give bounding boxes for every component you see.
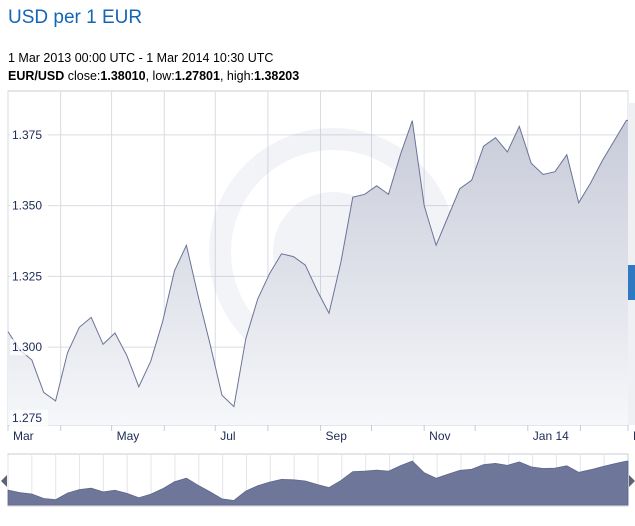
x-tick-label: M (633, 429, 635, 443)
y-tick-label-bg (10, 339, 48, 356)
y-tick-label: 1.350 (12, 199, 42, 213)
y-tick-label: 1.325 (12, 269, 42, 283)
y-tick-label: 1.375 (12, 128, 42, 142)
high-value: 1.38203 (254, 69, 300, 83)
low-value: 1.27801 (174, 69, 220, 83)
close-label: close: (64, 69, 101, 83)
y-tick-label-bg (10, 268, 48, 285)
x-tick-label: Jul (220, 429, 235, 443)
navigator-left-handle[interactable] (1, 475, 7, 487)
y-tick-label: 1.275 (12, 411, 42, 425)
date-range: 1 Mar 2013 00:00 UTC - 1 Mar 2014 10:30 … (8, 51, 274, 65)
scrollbar-track[interactable] (628, 103, 635, 425)
chart-title: USD per 1 EUR (8, 7, 143, 28)
navigator-right-handle[interactable] (629, 475, 635, 487)
series-line (7, 119, 628, 408)
y-tick-label: 1.300 (12, 340, 42, 354)
close-value: 1.38010 (100, 69, 146, 83)
x-tick-label: Jan 14 (533, 429, 569, 443)
pair-label: EUR/USD (8, 69, 65, 83)
x-axis: Mar May Jul Sep Nov Jan 14 M (7, 425, 635, 443)
y-tick-label-bg (10, 409, 48, 426)
navigator-area (7, 460, 629, 506)
scroll-handle[interactable] (628, 265, 635, 300)
x-tick-label: Sep (326, 429, 348, 443)
y-tick-label-bg (10, 126, 48, 143)
x-tick-label: Mar (13, 429, 34, 443)
y-axis: 1.275 1.300 1.325 1.350 1.375 (10, 126, 48, 426)
low-label: , low: (145, 69, 175, 83)
x-tick-label: May (117, 429, 140, 443)
x-tick-label: Nov (429, 429, 450, 443)
y-tick-label-bg (10, 197, 48, 214)
series-area (8, 120, 628, 426)
high-label: , high: (219, 69, 255, 83)
price-summary: EUR/USD close:1.38010, low:1.27801, high… (8, 69, 299, 83)
